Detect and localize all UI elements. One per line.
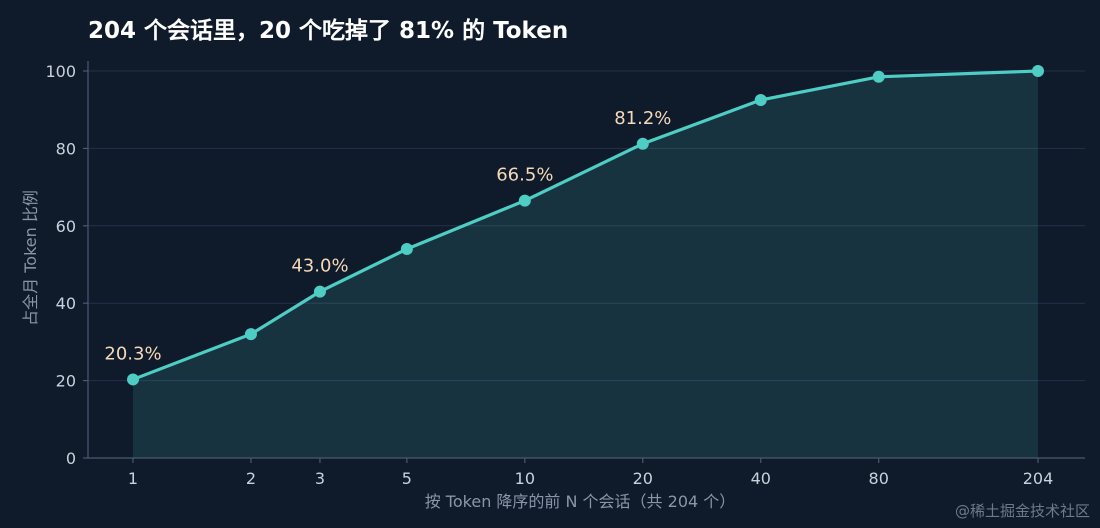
data-label-1: 20.3%	[104, 343, 161, 364]
x-axis-label: 按 Token 降序的前 N 个会话（共 204 个）	[425, 492, 736, 511]
data-point-1	[127, 373, 139, 386]
x-tick-label-2: 2	[246, 469, 256, 488]
x-tick-label-40: 40	[751, 469, 771, 488]
x-tick-label-204: 204	[1023, 469, 1054, 488]
area-layer	[133, 71, 1038, 458]
x-tick-label-20: 20	[633, 469, 653, 488]
x-tick-label-10: 10	[515, 469, 535, 488]
y-tick-label-20: 20	[56, 372, 76, 391]
y-tick-label-60: 60	[56, 217, 76, 236]
x-tick-label-3: 3	[315, 469, 325, 488]
chart-title: 204 个会话里，20 个吃掉了 81% 的 Token	[88, 17, 568, 44]
data-point-40	[754, 94, 767, 107]
data-label-3: 43.0%	[291, 256, 348, 277]
point-layer	[127, 65, 1044, 386]
x-tick-label-80: 80	[869, 469, 889, 488]
label-layer: 20.3% 43.0% 66.5% 81.2%	[104, 108, 671, 365]
data-label-20: 81.2%	[614, 108, 671, 129]
data-label-10: 66.5%	[496, 165, 553, 186]
y-axis-label: 占全月 Token 比例	[21, 190, 40, 326]
y-tick-label-100: 100	[45, 62, 76, 81]
x-tick-label-1: 1	[128, 469, 138, 488]
y-tick-label-0: 0	[66, 449, 76, 468]
area-fill	[133, 71, 1038, 458]
data-point-5	[400, 243, 413, 256]
x-tick-label-5: 5	[402, 469, 412, 488]
data-point-20	[636, 137, 649, 150]
grid-layer	[88, 70, 1085, 382]
y-tick-label-40: 40	[56, 294, 76, 313]
data-point-204	[1032, 65, 1044, 77]
data-point-2	[244, 328, 257, 341]
watermark: @稀土掘金技术社区	[955, 502, 1090, 520]
data-point-80	[872, 70, 885, 83]
data-point-3	[313, 285, 326, 298]
axis-layer: 0 20 40 60 80 100 1 2 3 5 10 20 40 80 204	[45, 61, 1085, 488]
data-point-10	[518, 194, 531, 207]
y-tick-label-80: 80	[56, 139, 76, 158]
